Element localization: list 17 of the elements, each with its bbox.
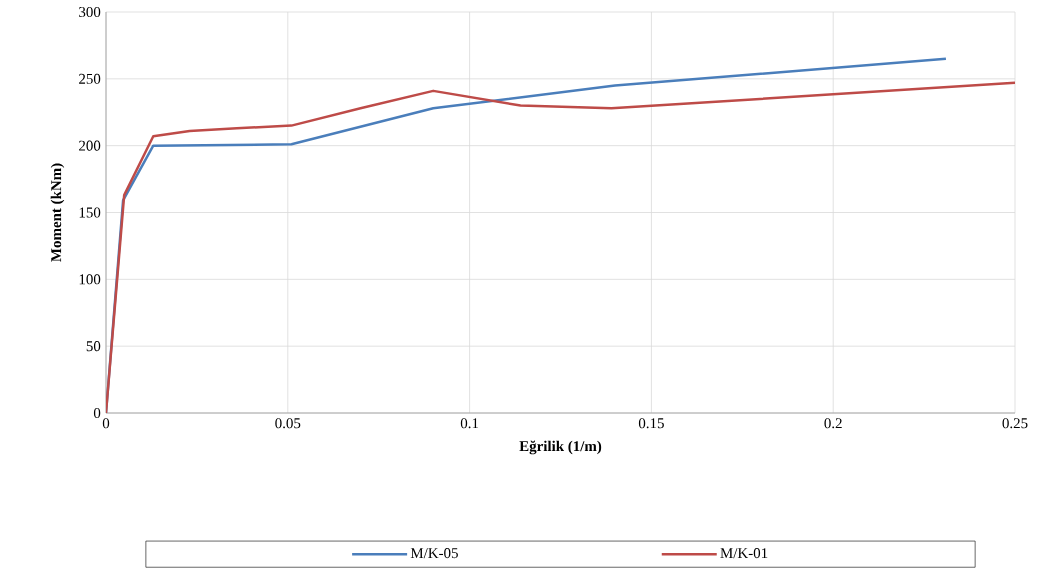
- legend-label: M/K-05: [410, 548, 458, 559]
- x-tick-label: 0.2: [824, 418, 842, 429]
- y-tick-label: 50: [86, 341, 101, 352]
- x-tick-label: 0.25: [1002, 418, 1028, 429]
- y-tick-label: 200: [79, 140, 101, 151]
- y-tick-label: 300: [79, 6, 101, 18]
- y-tick-label: 150: [79, 207, 101, 218]
- y-tick-label: 0: [93, 407, 101, 419]
- x-tick-label: 0.1: [460, 418, 479, 429]
- y-axis-title: Moment (kNm): [50, 163, 65, 262]
- y-tick-label: 100: [79, 274, 101, 285]
- legend-label: M/K-01: [720, 548, 768, 559]
- x-tick-label: 0.15: [638, 418, 664, 429]
- x-tick-label: 0.05: [275, 418, 301, 429]
- y-tick-label: 250: [79, 73, 101, 84]
- x-axis-title: Eğrilik (1/m): [519, 440, 602, 455]
- x-tick-label: 0: [102, 418, 110, 429]
